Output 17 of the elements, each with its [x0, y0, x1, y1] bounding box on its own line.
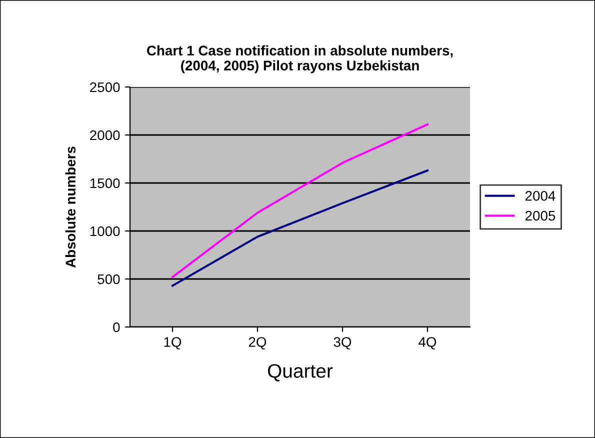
x-tick-label: 4Q	[418, 337, 436, 350]
y-tick-label: 1000	[90, 226, 120, 236]
y-tick-label: 2000	[90, 130, 120, 140]
y-tick-label: 0	[113, 322, 120, 332]
y-tick-label: 1500	[90, 178, 120, 188]
line-series	[171, 123, 429, 278]
x-tick-label: 3Q	[334, 337, 352, 350]
x-tick-label: 1Q	[164, 337, 182, 350]
y-tick-label: 500	[98, 274, 120, 284]
legend-label: 2005	[525, 210, 556, 221]
y-axis-title: Absolute numbers	[65, 146, 76, 268]
line-series	[171, 169, 429, 287]
legend-label: 2004	[525, 190, 556, 201]
x-tick-label: 2Q	[248, 337, 266, 350]
x-axis-title: Quarter	[268, 364, 333, 382]
chart-title: Chart 1 Case notification in absolute numbers, (2004, 2005) Pilot rayons Uzbekistan	[147, 45, 453, 74]
y-tick-label: 2500	[90, 82, 120, 92]
